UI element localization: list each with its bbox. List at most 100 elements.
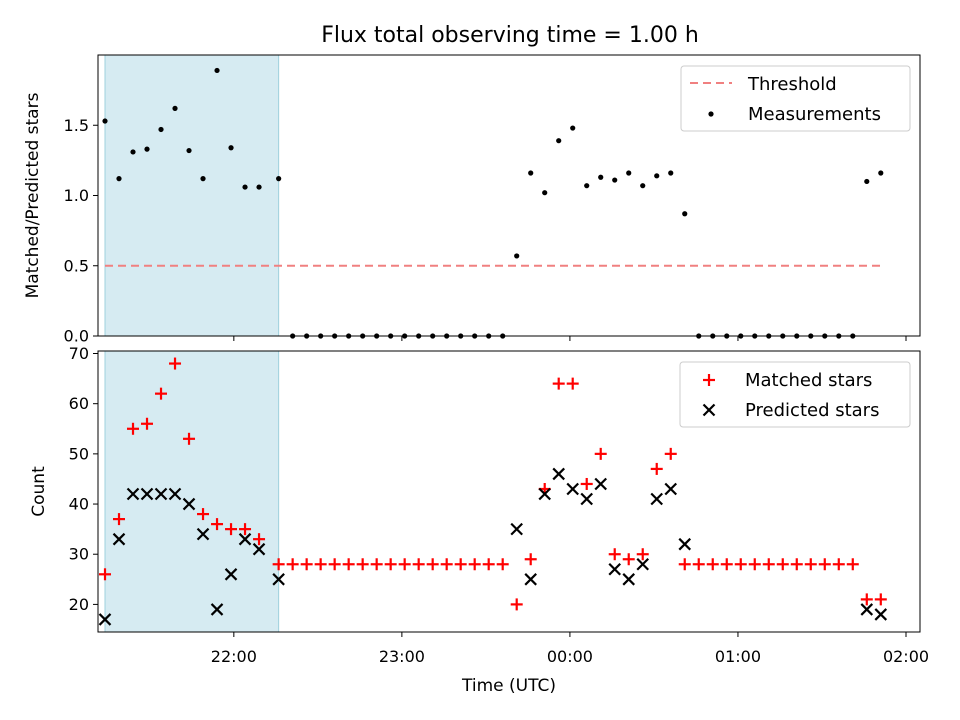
matched-star-point xyxy=(440,558,453,571)
predicted-star-point xyxy=(168,487,182,501)
matched-star-point xyxy=(99,568,112,581)
predicted-legend-label: Predicted stars xyxy=(745,400,879,421)
matched-star-point xyxy=(468,558,481,571)
predicted-star-point xyxy=(636,557,650,571)
matched-star-point xyxy=(454,558,467,571)
matched-star-point xyxy=(762,558,775,571)
measurement-point xyxy=(200,176,206,182)
matched-star-point xyxy=(552,377,565,390)
matched-star-point xyxy=(818,558,831,571)
ratio-panel-legend: Threshold Measurements xyxy=(680,65,911,132)
matched-star-point xyxy=(314,558,327,571)
matched-star-point xyxy=(370,558,383,571)
y-tick-label: 0.0 xyxy=(64,327,89,346)
measurement-point xyxy=(640,183,646,189)
predicted-star-point xyxy=(524,573,537,586)
x-tick-label: 00:00 xyxy=(547,647,593,666)
matched-star-point xyxy=(874,593,887,606)
predicted-star-point xyxy=(112,532,126,546)
matched-star-point xyxy=(678,558,691,571)
predicted-star-point xyxy=(552,467,565,481)
matched-star-point xyxy=(622,553,635,566)
measurement-point xyxy=(570,125,576,131)
predicted-star-point xyxy=(126,487,140,501)
measurement-point xyxy=(542,190,548,196)
measurement-point xyxy=(228,145,234,151)
matched-legend-swatch xyxy=(703,374,715,386)
predicted-star-point xyxy=(182,497,196,511)
predicted-star-point xyxy=(622,573,636,586)
predicted-star-point xyxy=(874,608,888,621)
matched-star-point xyxy=(272,558,285,571)
x-axis-label: Time (UTC) xyxy=(461,676,556,696)
matched-star-point xyxy=(832,558,845,571)
predicted-star-point xyxy=(252,542,266,556)
matched-star-point xyxy=(664,447,677,460)
matched-star-point xyxy=(496,558,509,571)
y-tick-label: 1.5 xyxy=(64,116,89,135)
matched-star-point xyxy=(183,432,196,445)
matched-star-point xyxy=(253,533,266,546)
chart-title: Flux total observing time = 1.00 h xyxy=(321,23,699,48)
measurements-legend-swatch xyxy=(708,111,714,117)
y-tick-label: 60 xyxy=(69,394,89,413)
predicted-star-point xyxy=(154,487,168,501)
x-tick-label: 02:00 xyxy=(883,647,929,666)
measurement-point xyxy=(172,105,178,111)
predicted-star-point xyxy=(678,537,692,551)
matched-star-point xyxy=(524,553,537,566)
matched-star-point xyxy=(748,558,761,571)
y-tick-label: 40 xyxy=(69,495,89,514)
matched-star-point xyxy=(356,558,369,571)
predicted-legend-marker xyxy=(702,403,716,417)
matched-star-point xyxy=(594,447,607,460)
y-tick-label: 30 xyxy=(69,545,89,564)
matched-star-point xyxy=(211,518,224,531)
measurement-point xyxy=(556,138,562,144)
count-panel-ylabel: Count xyxy=(29,466,49,517)
predicted-star-point xyxy=(650,492,664,506)
measurement-point xyxy=(654,173,660,179)
matched-star-point xyxy=(482,558,495,571)
measurement-point xyxy=(584,183,590,189)
predicted-star-point xyxy=(510,522,523,536)
measurement-point xyxy=(682,211,688,217)
matched-star-point xyxy=(127,422,140,435)
predicted-legend-swatch xyxy=(702,403,716,417)
matched-star-point xyxy=(790,558,803,571)
matched-star-point xyxy=(804,558,817,571)
matched-star-point xyxy=(197,508,210,521)
count-panel: 20 30 40 50 60 70 22:00 23:00 00:00 01:00 02:00 C… xyxy=(29,344,929,696)
predicted-star-point xyxy=(272,573,285,586)
matched-star-point xyxy=(384,558,397,571)
predicted-star-point xyxy=(608,562,622,576)
measurement-point xyxy=(130,149,136,155)
measurement-point xyxy=(626,170,632,176)
ratio-panel-frame xyxy=(97,54,921,337)
matched-star-point xyxy=(328,558,341,571)
measurements-legend-label: Measurements xyxy=(748,104,881,125)
measurement-point xyxy=(668,170,674,176)
y-tick-label: 1.0 xyxy=(64,186,89,205)
matched-star-point xyxy=(426,558,439,571)
measurement-point xyxy=(276,176,282,182)
predicted-star-point xyxy=(538,487,551,501)
predicted-star-point xyxy=(580,492,593,506)
matched-star-point xyxy=(734,558,747,571)
measurement-point xyxy=(514,253,520,259)
predicted-star-point xyxy=(224,568,238,581)
x-tick-label: 01:00 xyxy=(715,647,761,666)
measurement-point xyxy=(878,170,884,176)
matched-star-point xyxy=(155,387,168,400)
matched-star-point xyxy=(113,513,126,526)
predicted-star-point xyxy=(664,482,678,496)
measurement-point xyxy=(214,67,220,74)
predicted-star-point xyxy=(210,603,224,616)
matched-star-point xyxy=(239,523,252,536)
count-panel-legend: Matched stars Predicted stars xyxy=(679,361,911,428)
matched-star-point xyxy=(398,558,411,571)
y-tick-label: 20 xyxy=(69,595,89,614)
matched-star-point xyxy=(846,558,859,571)
measurement-point xyxy=(144,146,150,152)
